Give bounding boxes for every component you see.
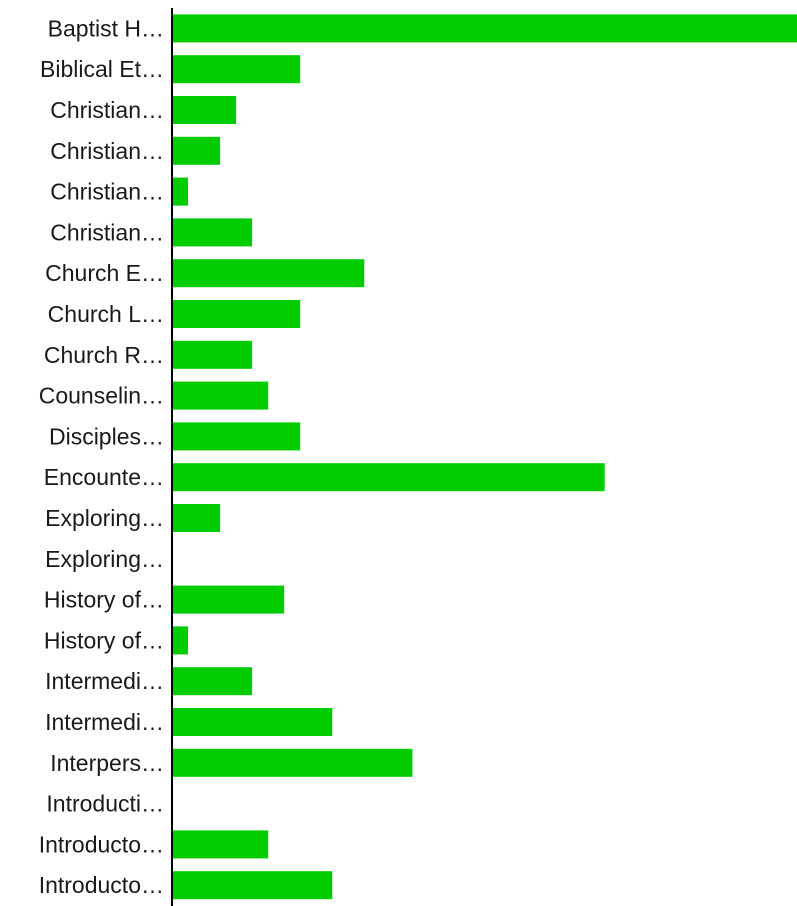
category-tick-label: Exploring…: [45, 505, 164, 531]
bar: [172, 381, 269, 410]
bar: [172, 259, 365, 288]
category-tick-label: Disciples…: [49, 423, 164, 449]
bar: [172, 422, 301, 451]
category-tick-label: Christian…: [50, 179, 164, 205]
category-tick-label: Counselin…: [39, 383, 164, 409]
category-tick-label: Exploring…: [45, 546, 164, 572]
category-tick-label: Introducti…: [46, 791, 164, 817]
category-tick-label: Intermedi…: [45, 668, 164, 694]
bar: [172, 871, 333, 900]
category-tick-label: History of…: [44, 587, 164, 613]
bar: [172, 14, 797, 43]
category-labels: Baptist H… Biblical Et… Christian… Christia…: [39, 15, 164, 898]
category-tick-label: Introducto…: [39, 872, 164, 898]
bars-group: [172, 14, 797, 900]
bar: [172, 748, 413, 777]
category-tick-label: Christian…: [50, 219, 164, 245]
bar: [172, 340, 253, 369]
bar: [172, 463, 605, 492]
bar: [172, 667, 253, 696]
bar: [172, 218, 253, 247]
category-tick-label: Intermedi…: [45, 709, 164, 735]
bar: [172, 585, 285, 614]
bar: [172, 55, 301, 84]
category-tick-label: Church L…: [48, 301, 164, 327]
bar: [172, 177, 188, 206]
category-tick-label: Christian…: [50, 97, 164, 123]
category-tick-label: Biblical Et…: [40, 56, 164, 82]
bar: [172, 504, 221, 532]
bar: [172, 708, 333, 736]
category-tick-label: Interpers…: [50, 750, 164, 776]
category-tick-label: History of…: [44, 627, 164, 653]
category-tick-label: Christian…: [50, 138, 164, 164]
category-tick-label: Church R…: [44, 342, 164, 368]
bar: [172, 300, 301, 328]
bar: [172, 96, 237, 124]
bar: [172, 136, 221, 165]
bar: [172, 626, 188, 655]
category-tick-label: Baptist H…: [48, 15, 164, 41]
bar: [172, 830, 269, 859]
category-tick-label: Introducto…: [39, 831, 164, 857]
category-tick-label: Church E…: [45, 260, 164, 286]
category-tick-label: Encounte…: [44, 464, 164, 490]
